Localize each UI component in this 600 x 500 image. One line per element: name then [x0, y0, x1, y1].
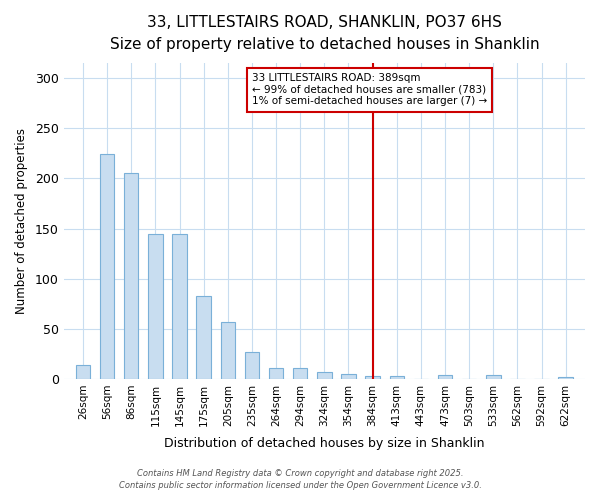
X-axis label: Distribution of detached houses by size in Shanklin: Distribution of detached houses by size … — [164, 437, 485, 450]
Bar — [245, 352, 259, 379]
Bar — [317, 372, 332, 379]
Title: 33, LITTLESTAIRS ROAD, SHANKLIN, PO37 6HS
Size of property relative to detached : 33, LITTLESTAIRS ROAD, SHANKLIN, PO37 6H… — [110, 15, 539, 52]
Bar — [221, 322, 235, 379]
Bar — [389, 376, 404, 379]
Bar — [341, 374, 356, 379]
Bar — [100, 154, 115, 379]
Bar — [293, 368, 307, 379]
Bar — [365, 376, 380, 379]
Bar — [269, 368, 283, 379]
Bar — [486, 375, 500, 379]
Bar — [559, 377, 573, 379]
Bar — [196, 296, 211, 379]
Bar — [172, 234, 187, 379]
Bar — [124, 174, 139, 379]
Text: 33 LITTLESTAIRS ROAD: 389sqm
← 99% of detached houses are smaller (783)
1% of se: 33 LITTLESTAIRS ROAD: 389sqm ← 99% of de… — [252, 73, 487, 106]
Bar — [148, 234, 163, 379]
Y-axis label: Number of detached properties: Number of detached properties — [15, 128, 28, 314]
Bar — [438, 375, 452, 379]
Text: Contains HM Land Registry data © Crown copyright and database right 2025.
Contai: Contains HM Land Registry data © Crown c… — [119, 468, 481, 490]
Bar — [76, 365, 90, 379]
